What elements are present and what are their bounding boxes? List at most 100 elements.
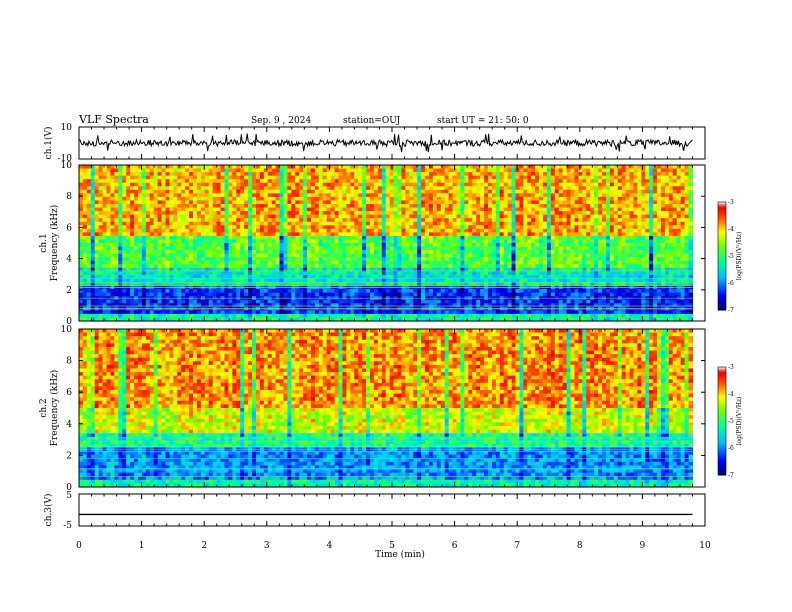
ch1-spec-cell [370,243,375,248]
ch1-spec-cell [232,310,237,315]
ch1-spec-cell [303,289,308,294]
ch1-spec-cell [216,189,222,194]
ch1-spec-cell [326,232,332,237]
ch1-spec-cell [499,218,505,223]
ch1-spec-cell [515,218,521,223]
ch1-spec-cell [287,211,292,216]
ch1-spec-cell [511,282,517,287]
ch1-spec-cell [425,175,430,180]
ch1-spec-cell [393,200,399,205]
ch1-spec-cell [334,303,340,308]
ch1-spec-cell [118,235,123,241]
ch1-spec-cell [102,175,108,180]
ch1-spec-cell [134,193,139,198]
ch1-spec-cell [114,175,119,180]
ch1-spec-cell [299,228,304,233]
ch1-spec-cell [255,189,261,194]
ch1-spec-cell [350,299,355,304]
ch1-spec-cell [189,228,194,233]
ch1-spec-cell [397,186,403,191]
ch1-spec-cell [165,179,171,184]
ch1-spec-cell [444,221,450,226]
ch1-spec-cell [397,207,403,212]
ch1-spec-cell [240,243,245,248]
ch1-spec-cell [271,221,277,226]
ch1-spec-cell [314,179,320,184]
ch1-spec-cell [106,228,112,233]
ch1-spec-cell [153,204,159,209]
ch1-spec-cell [519,175,524,180]
ch1-spec-cell [169,264,174,269]
ch1-spec-cell [252,235,257,241]
ch1-spec-cell [137,260,143,265]
ch1-spec-cell [189,292,194,297]
ch1-spec-cell [232,218,237,223]
ch1-spec-cell [208,235,214,241]
ch1-spec-cell [314,172,320,177]
ch1-spec-cell [145,264,151,269]
ch1-spec-cell [511,193,517,198]
ch1-spec-cell [208,282,214,287]
ch1-spec-cell [94,313,100,319]
ch1-spec-cell [487,211,493,216]
ch1-spec-cell [94,211,100,216]
ch1-spec-cell [240,200,245,205]
ch1-spec-cell [307,175,312,180]
ch1-spec-cell [480,200,485,205]
ch1-spec-cell [193,271,198,276]
ch1-spec-cell [464,218,469,223]
ch1-spec-cell [283,253,289,258]
ch1-spec-cell [515,175,521,180]
ch1-spec-cell [248,274,253,280]
ch1-spec-cell [299,207,304,212]
ch1-spec-cell [480,260,485,265]
ch1-spec-cell [358,303,363,308]
ch1-spec-cell [370,225,375,230]
ch1-spec-cell [244,165,249,170]
ch1-spec-cell [472,235,477,241]
ch1-spec-cell [185,165,190,170]
ch1-spec-cell [287,175,292,180]
ch1-spec-cell [141,278,147,283]
ch1-spec-cell [255,235,261,241]
ch1-spec-cell [79,260,84,265]
ch1-spec-cell [511,204,517,209]
ch1-spec-cell [208,257,214,262]
ch1-spec-cell [79,271,84,276]
ch1-spec-cell [381,239,387,244]
ch1-spec-cell [464,303,469,308]
ch1-spec-cell [476,179,481,184]
ch1-spec-cell [350,218,355,223]
ch1-spec-cell [397,228,403,233]
ch1-spec-cell [362,186,367,191]
ch1-spec-cell [318,172,324,177]
ch1-spec-cell [212,310,218,315]
ch1-spec-cell [464,292,469,297]
ch1-spec-cell [193,232,198,237]
ch1-spec-cell [220,303,226,308]
ch1-spec-cell [134,299,139,304]
ch1-spec-cell [417,189,422,194]
ch1-spec-cell [224,207,230,212]
ch1-spec-cell [314,299,320,304]
ch1-spec-cell [126,189,131,194]
ch1-spec-cell [181,207,186,212]
ch1-spec-cell [448,172,454,177]
ch1-spec-cell [421,246,426,251]
ch1-spec-cell [393,310,399,315]
ch1-spec-cell [326,292,332,297]
ch1-spec-cell [244,214,249,219]
ch1-spec-cell [342,214,348,219]
ch1-spec-cell [134,303,139,308]
ch1-spec-cell [134,200,139,205]
ch1-spec-cell [523,193,528,198]
ch1-spec-cell [185,239,190,244]
ch1-spec-cell [106,221,112,226]
ch1-spec-cell [366,235,371,241]
ch1-spec-cell [421,274,426,280]
ch1-spec-cell [456,260,462,265]
ch1-spec-cell [259,257,265,262]
ch1-spec-cell [362,218,367,223]
ch1-spec-cell [448,179,454,184]
ch1-spec-cell [377,303,383,308]
